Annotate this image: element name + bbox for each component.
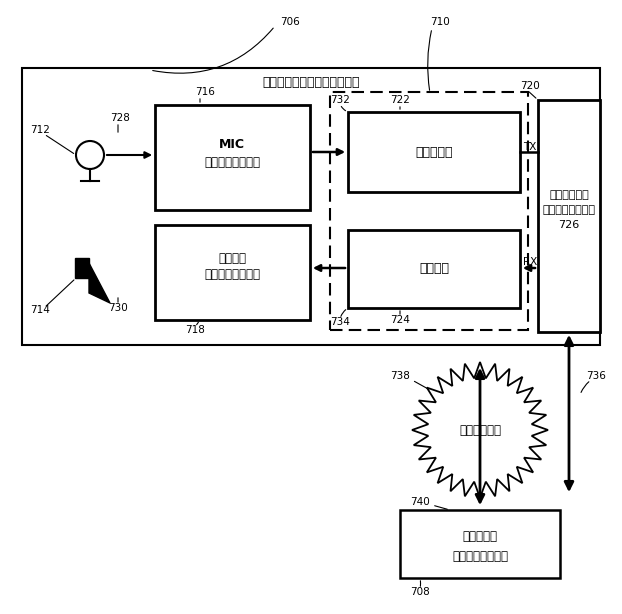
Text: RX: RX — [523, 257, 537, 267]
Bar — [348, 112, 520, 192]
Text: 708: 708 — [410, 587, 430, 597]
Text: 714: 714 — [30, 305, 50, 315]
Text: 728: 728 — [110, 113, 130, 123]
Bar — [22, 68, 600, 345]
Text: オーディオアクセスデバイス: オーディオアクセスデバイス — [262, 76, 360, 88]
Bar — [330, 92, 528, 330]
Text: 718: 718 — [185, 325, 205, 335]
Text: 730: 730 — [108, 303, 128, 313]
Text: TX: TX — [523, 142, 537, 152]
Text: エンコーダ: エンコーダ — [415, 146, 453, 158]
Text: オーディオ: オーディオ — [463, 530, 498, 543]
Text: 726: 726 — [559, 220, 580, 230]
Text: 734: 734 — [330, 317, 350, 327]
Bar — [75, 258, 89, 278]
Text: インターフェース: インターフェース — [204, 155, 260, 168]
Text: ネットワーク: ネットワーク — [549, 190, 589, 200]
Text: 736: 736 — [586, 371, 606, 381]
Text: インターフェース: インターフェース — [204, 268, 260, 281]
Text: 738: 738 — [390, 371, 410, 381]
Bar — [155, 225, 310, 320]
Bar — [348, 230, 520, 308]
Text: 720: 720 — [520, 81, 540, 91]
Text: 716: 716 — [195, 87, 215, 97]
Text: 722: 722 — [390, 95, 410, 105]
Text: 712: 712 — [30, 125, 50, 135]
Text: アクセスデバイス: アクセスデバイス — [452, 551, 508, 564]
Polygon shape — [89, 263, 110, 303]
Bar — [400, 510, 560, 578]
Text: ネットワーク: ネットワーク — [459, 424, 501, 437]
Text: 732: 732 — [330, 95, 350, 105]
Bar — [538, 100, 600, 332]
Text: 740: 740 — [410, 497, 430, 507]
Text: 724: 724 — [390, 315, 410, 325]
Text: 710: 710 — [430, 17, 450, 27]
Text: デコーダ: デコーダ — [419, 262, 449, 274]
Text: 706: 706 — [280, 17, 300, 27]
Bar — [155, 105, 310, 210]
Text: MIC: MIC — [219, 139, 245, 152]
Polygon shape — [412, 362, 548, 498]
Text: インターフェース: インターフェース — [542, 205, 595, 215]
Text: CODEC: CODEC — [380, 263, 420, 273]
Text: スピーカ: スピーカ — [218, 252, 246, 265]
